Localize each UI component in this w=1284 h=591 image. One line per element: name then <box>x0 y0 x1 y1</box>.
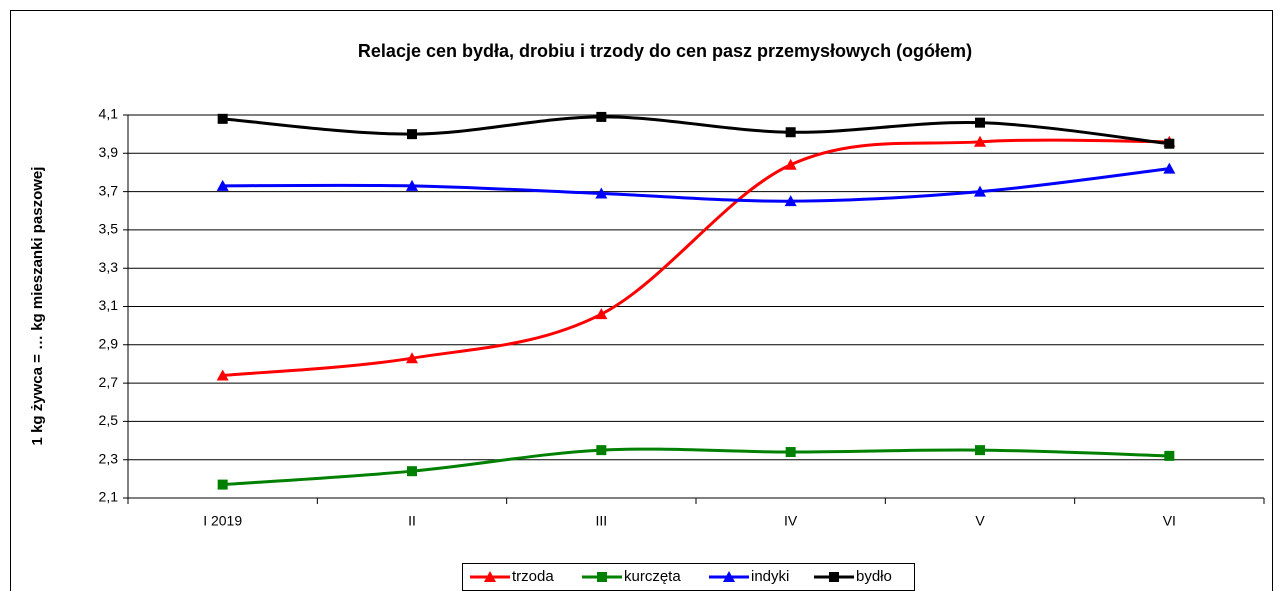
series-line <box>222 115 1170 146</box>
y-tick-label: 3,1 <box>99 297 119 313</box>
x-tick-label: I 2019 <box>203 513 242 529</box>
y-axis-label: 1 kg żywca = … kg mieszanki paszowej <box>29 167 46 446</box>
legend-label: indyki <box>751 568 789 585</box>
legend-marker <box>484 571 496 582</box>
data-point <box>974 185 986 197</box>
legend-label: bydło <box>856 568 892 585</box>
data-point <box>1164 450 1175 461</box>
y-tick-label: 2,3 <box>99 450 119 466</box>
series-line <box>222 167 1170 203</box>
series-line <box>222 447 1170 487</box>
data-point <box>596 445 607 456</box>
data-point <box>216 179 229 191</box>
data-point <box>784 158 797 170</box>
data-point <box>406 179 418 191</box>
data-point <box>1164 138 1175 149</box>
data-point <box>407 466 417 477</box>
y-tick-label: 4,1 <box>99 106 119 122</box>
data-point <box>407 129 417 140</box>
data-point <box>1163 162 1176 174</box>
data-point <box>784 195 797 207</box>
data-point <box>595 187 608 199</box>
y-tick-label: 3,5 <box>99 221 119 237</box>
data-point <box>216 369 229 381</box>
y-tick-label: 2,5 <box>99 412 119 428</box>
data-point <box>974 135 986 147</box>
x-tick-label: VI <box>1163 513 1176 529</box>
x-tick-label: II <box>408 513 416 529</box>
y-tick-label: 3,7 <box>99 182 119 198</box>
x-tick-label: IV <box>784 513 798 529</box>
chart-frame <box>10 10 1273 591</box>
y-tick-label: 3,9 <box>99 144 119 160</box>
data-point <box>406 352 418 364</box>
data-point <box>217 479 228 490</box>
y-tick-label: 2,9 <box>99 336 119 352</box>
data-point <box>596 111 607 122</box>
x-tick-label: V <box>975 513 985 529</box>
y-tick-label: 3,3 <box>99 259 119 275</box>
x-tick-label: III <box>595 513 607 529</box>
data-point <box>975 117 985 128</box>
legend-marker <box>597 572 607 582</box>
legend-marker <box>723 571 735 582</box>
data-point <box>785 127 796 138</box>
data-point <box>595 308 608 320</box>
y-tick-label: 2,7 <box>99 374 119 390</box>
series-line <box>222 138 1170 377</box>
data-point <box>785 447 796 458</box>
legend-marker <box>829 572 839 582</box>
legend-label: trzoda <box>512 568 554 585</box>
y-tick-label: 2,1 <box>99 489 119 505</box>
legend-label: kurczęta <box>624 568 681 585</box>
data-point <box>975 445 985 456</box>
data-point <box>217 113 228 124</box>
chart-title: Relacje cen bydła, drobiu i trzody do ce… <box>358 41 972 61</box>
